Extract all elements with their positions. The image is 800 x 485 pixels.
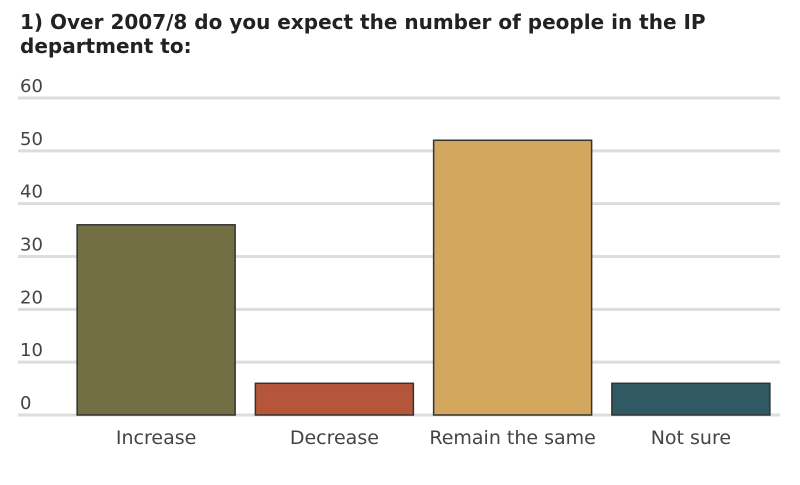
- y-tick-label: 20: [20, 287, 43, 308]
- y-tick-label: 10: [20, 340, 43, 361]
- chart-title: 1) Over 2007/8 do you expect the number …: [20, 10, 706, 58]
- bar: [611, 382, 771, 416]
- y-tick-label: 50: [20, 129, 43, 150]
- bar: [432, 139, 593, 416]
- bar: [76, 224, 236, 416]
- x-tick-label: Not sure: [650, 427, 732, 449]
- y-tick-label: 30: [20, 235, 43, 256]
- y-tick-label: 0: [20, 393, 31, 414]
- x-tick-label: Remain the same: [429, 427, 596, 449]
- y-tick-label: 60: [20, 76, 43, 97]
- y-tick-label: 40: [20, 182, 43, 203]
- x-tick-label: Increase: [115, 427, 197, 449]
- x-tick-label: Decrease: [289, 427, 379, 449]
- bar: [254, 382, 415, 416]
